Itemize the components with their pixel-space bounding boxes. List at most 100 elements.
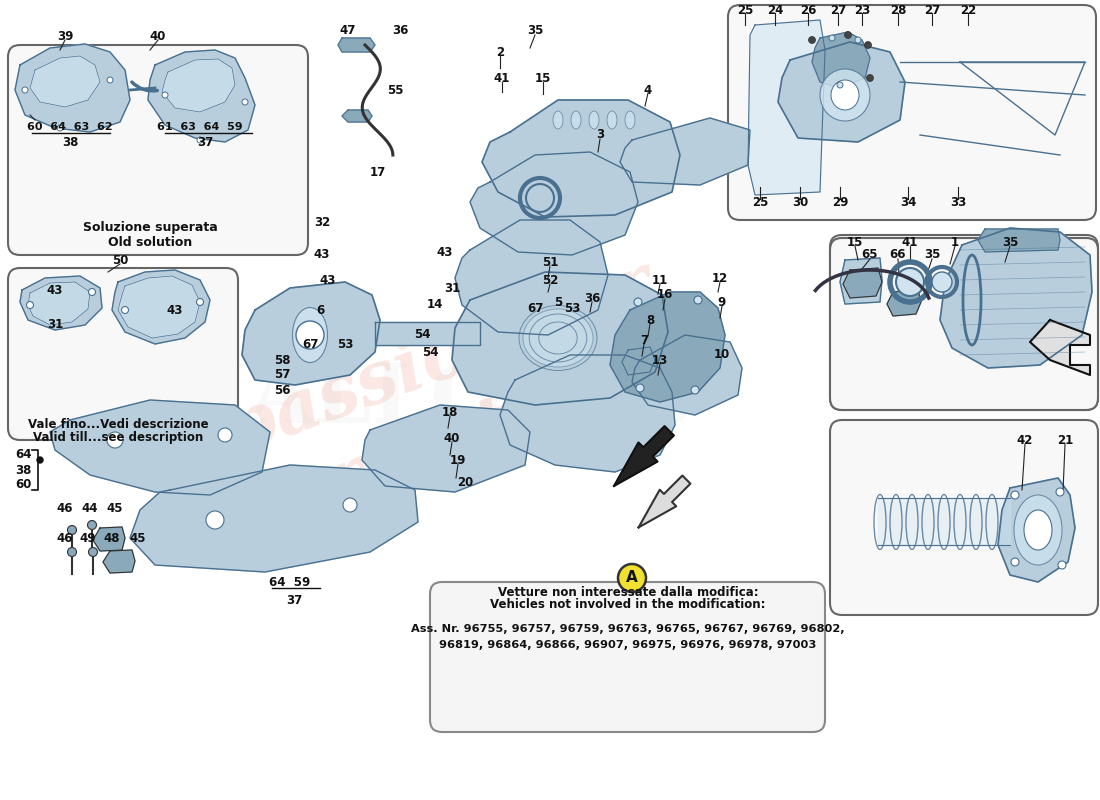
Text: 40: 40 (443, 431, 460, 445)
Text: Vetture non interessate dalla modifica:: Vetture non interessate dalla modifica: (497, 586, 758, 598)
Circle shape (932, 272, 952, 292)
Polygon shape (452, 272, 668, 405)
Circle shape (67, 547, 77, 557)
Ellipse shape (588, 111, 600, 129)
Circle shape (618, 564, 646, 592)
FancyBboxPatch shape (8, 268, 238, 440)
Polygon shape (843, 268, 882, 298)
Text: 43: 43 (320, 274, 337, 286)
Polygon shape (940, 228, 1092, 368)
Text: 53: 53 (564, 302, 580, 314)
Text: 36: 36 (584, 291, 601, 305)
Text: 6: 6 (316, 303, 324, 317)
Polygon shape (362, 405, 530, 492)
Circle shape (242, 99, 248, 105)
Polygon shape (620, 118, 750, 185)
Circle shape (107, 77, 113, 83)
Circle shape (88, 547, 98, 557)
Text: 43: 43 (47, 283, 63, 297)
Text: 3: 3 (596, 129, 604, 142)
Ellipse shape (522, 309, 593, 367)
Text: 28: 28 (890, 3, 906, 17)
FancyBboxPatch shape (830, 420, 1098, 615)
Circle shape (296, 321, 324, 349)
Polygon shape (639, 475, 691, 527)
Text: 23: 23 (854, 3, 870, 17)
Circle shape (636, 384, 644, 392)
Ellipse shape (820, 69, 870, 121)
Text: 15: 15 (847, 235, 864, 249)
Text: 67: 67 (301, 338, 318, 351)
Text: 15: 15 (535, 71, 551, 85)
Text: 34: 34 (900, 195, 916, 209)
Circle shape (1058, 561, 1066, 569)
Text: 30: 30 (792, 195, 808, 209)
Text: 12: 12 (712, 271, 728, 285)
Text: 43: 43 (167, 303, 184, 317)
Text: 41: 41 (902, 235, 918, 249)
FancyBboxPatch shape (830, 238, 1098, 410)
Text: 1: 1 (950, 235, 959, 249)
Polygon shape (162, 59, 235, 112)
Circle shape (206, 511, 224, 529)
Text: 35: 35 (924, 249, 940, 262)
Ellipse shape (553, 111, 563, 129)
Text: 25: 25 (737, 3, 754, 17)
Text: 16: 16 (657, 289, 673, 302)
Polygon shape (470, 152, 638, 255)
Text: 7: 7 (640, 334, 648, 346)
Text: 56: 56 (274, 383, 290, 397)
Text: Vale fino...Vedi descrizione: Vale fino...Vedi descrizione (28, 418, 208, 430)
Text: 37: 37 (286, 594, 302, 606)
Circle shape (197, 137, 204, 143)
Text: 37: 37 (197, 135, 213, 149)
Text: 49: 49 (79, 531, 97, 545)
Polygon shape (118, 276, 200, 338)
Text: 35: 35 (527, 25, 543, 38)
Text: 33: 33 (950, 195, 966, 209)
Text: 46: 46 (57, 502, 74, 514)
Text: 65: 65 (861, 249, 878, 262)
Circle shape (218, 428, 232, 442)
Circle shape (26, 302, 33, 309)
Polygon shape (878, 498, 1010, 545)
Text: 8: 8 (646, 314, 654, 326)
Polygon shape (342, 110, 372, 122)
Polygon shape (455, 220, 608, 335)
Text: 38: 38 (15, 463, 32, 477)
Text: 20: 20 (456, 475, 473, 489)
Polygon shape (20, 276, 102, 330)
Ellipse shape (830, 80, 859, 110)
Circle shape (855, 37, 861, 43)
Text: 35: 35 (1002, 235, 1019, 249)
Circle shape (37, 457, 43, 463)
Text: 54: 54 (414, 329, 430, 342)
Text: a passion for
perfection: a passion for perfection (148, 249, 691, 571)
Polygon shape (840, 258, 882, 304)
Circle shape (867, 74, 873, 82)
Text: 60  64  63  62: 60 64 63 62 (28, 122, 113, 132)
Text: 53: 53 (337, 338, 353, 351)
Polygon shape (887, 290, 921, 316)
FancyBboxPatch shape (8, 45, 308, 255)
Circle shape (162, 92, 168, 98)
Text: 44: 44 (81, 502, 98, 514)
Text: 96819, 96864, 96866, 96907, 96975, 96976, 96978, 97003: 96819, 96864, 96866, 96907, 96975, 96976… (439, 640, 816, 650)
Text: 66: 66 (890, 249, 906, 262)
Text: 4: 4 (644, 83, 652, 97)
Ellipse shape (625, 111, 635, 129)
Text: 64: 64 (15, 449, 32, 462)
Text: 45: 45 (130, 531, 146, 545)
Ellipse shape (1024, 510, 1052, 550)
Text: 29: 29 (832, 195, 848, 209)
Circle shape (197, 298, 204, 306)
Circle shape (88, 521, 97, 530)
Text: 27: 27 (924, 3, 940, 17)
Text: A: A (626, 570, 638, 586)
Polygon shape (978, 229, 1060, 252)
Polygon shape (112, 270, 210, 344)
Circle shape (694, 296, 702, 304)
Polygon shape (338, 38, 375, 52)
Text: 50: 50 (112, 254, 129, 266)
Text: 42: 42 (1016, 434, 1033, 446)
